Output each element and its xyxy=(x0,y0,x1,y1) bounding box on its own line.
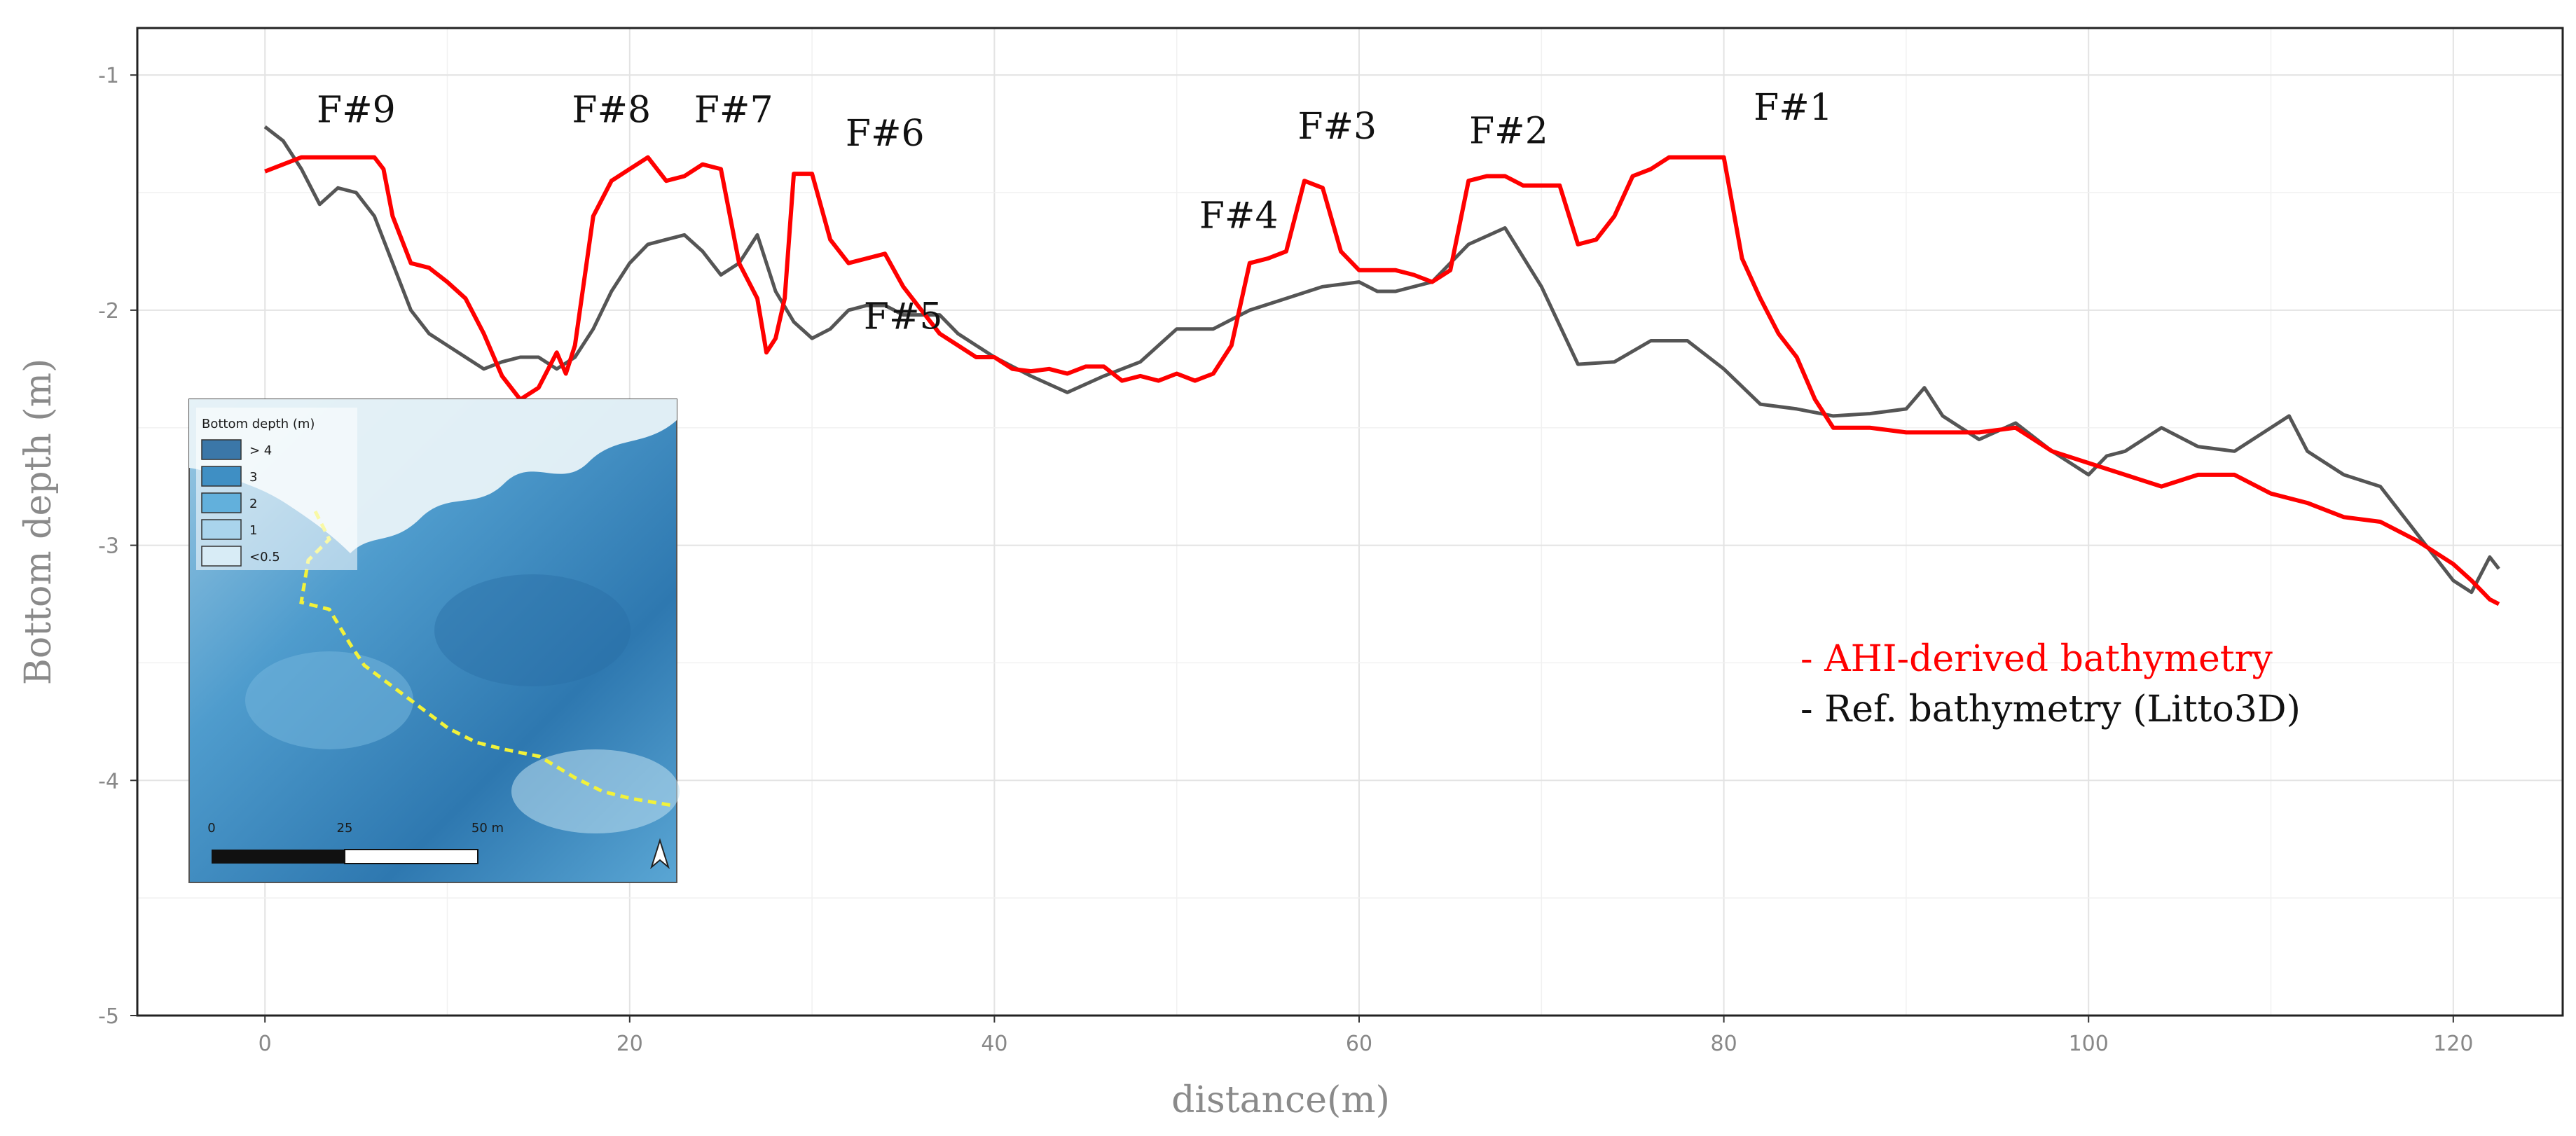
inset-map-patch xyxy=(245,651,413,749)
feature-label: F#3 xyxy=(1297,106,1377,148)
inset-transect-line xyxy=(299,510,673,808)
inset-legend-label: 2 xyxy=(249,497,257,511)
inset-map-patch xyxy=(434,574,631,686)
feature-label: F#6 xyxy=(846,113,925,155)
inset-legend-label: <0.5 xyxy=(249,550,280,564)
feature-label: F#9 xyxy=(317,89,396,131)
inset-scale-label: 25 xyxy=(337,821,353,836)
inset-legend-label: > 4 xyxy=(249,443,272,458)
inset-legend-panel xyxy=(196,408,357,570)
inset-scale-label: 0 xyxy=(207,821,215,836)
x-axis-title: distance(m) xyxy=(1171,1079,1390,1121)
y-tick-label: -4 xyxy=(98,769,119,794)
x-tick-label: 80 xyxy=(1711,1032,1737,1056)
legend-entry-reference: - Ref. bathymetry (Litto3D) xyxy=(1800,688,2301,730)
inset-legend-swatch xyxy=(201,439,242,460)
x-tick-label: 20 xyxy=(617,1032,643,1056)
y-tick-label: -1 xyxy=(98,64,119,88)
series-line-reference xyxy=(263,125,2500,595)
inset-legend-label: 1 xyxy=(249,523,257,538)
feature-label: F#7 xyxy=(694,89,773,131)
plot-frame xyxy=(136,27,2564,1017)
inset-legend-swatch xyxy=(201,466,242,487)
inset-legend-label: 3 xyxy=(249,470,257,485)
x-tick-label: 120 xyxy=(2433,1032,2473,1056)
inset-map: Bottom depth (m) > 4 3 2 1 <0.5 0 25 50 m xyxy=(188,399,680,883)
inset-scale-bar-black xyxy=(212,850,345,864)
inset-legend-swatch xyxy=(201,546,242,567)
feature-label: F#4 xyxy=(1199,195,1279,237)
inset-legend-swatch xyxy=(201,519,242,540)
x-tick-label: 100 xyxy=(2069,1032,2109,1056)
feature-label: F#1 xyxy=(1754,87,1833,129)
feature-label: F#8 xyxy=(572,89,651,131)
ticks-layer: 0 20 40 60 80 100 120-1-2-3-4-5 xyxy=(98,64,2473,1056)
legend: - AHI-derived bathymetry - Ref. bathymet… xyxy=(1800,638,2301,730)
x-tick-label: 40 xyxy=(981,1032,1007,1056)
feature-label: F#2 xyxy=(1469,111,1548,153)
inset-legend-title: Bottom depth (m) xyxy=(202,417,315,431)
annotation-layer: F#9 F#8 F#7 F#6 F#5 F#4 F#3 F#2 F#1 xyxy=(317,87,1833,338)
inset-scale-bar-white xyxy=(344,849,478,864)
north-arrow-icon xyxy=(650,838,670,869)
y-tick-label: -5 xyxy=(98,1004,119,1029)
x-tick-label: 0 xyxy=(259,1032,272,1056)
series-layer xyxy=(263,125,2500,607)
inset-legend-swatch xyxy=(201,492,242,513)
y-axis-title: Bottom depth (m) xyxy=(18,359,60,686)
inset-scale-label: 50 m xyxy=(471,821,504,836)
y-tick-label: -2 xyxy=(98,299,119,324)
inset-legend-items: > 4 3 2 1 <0.5 xyxy=(201,439,280,567)
feature-label: F#5 xyxy=(864,296,943,338)
x-tick-label: 60 xyxy=(1346,1032,1372,1056)
y-tick-label: -3 xyxy=(98,534,119,559)
inset-map-patch xyxy=(511,749,680,833)
series-line-ahi xyxy=(264,155,2500,607)
legend-entry-ahi: - AHI-derived bathymetry xyxy=(1800,638,2273,680)
